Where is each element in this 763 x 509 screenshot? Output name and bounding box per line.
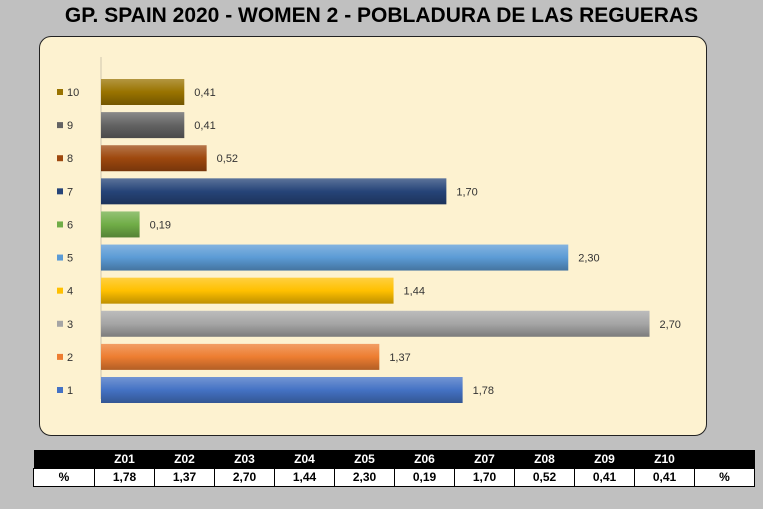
bar-4 xyxy=(101,277,394,304)
bar-6 xyxy=(101,211,140,238)
bar-1 xyxy=(101,377,463,403)
legend-label-9: 9 xyxy=(67,120,73,132)
table-header-cell: Z01 xyxy=(94,450,155,468)
table-cell: 1,78 xyxy=(94,467,155,487)
table-header-cell: Z09 xyxy=(574,450,635,468)
data-label-6: 0,19 xyxy=(150,219,171,231)
legend-label-5: 5 xyxy=(67,253,73,265)
legend-label-8: 8 xyxy=(67,153,73,165)
legend-marker-10 xyxy=(57,89,63,95)
data-label-3: 2,70 xyxy=(660,319,681,331)
legend-label-7: 7 xyxy=(67,186,73,198)
data-label-5: 2,30 xyxy=(578,253,599,265)
legend-marker-6 xyxy=(57,221,63,228)
table-header-cell xyxy=(694,450,755,468)
table-header-cell: Z07 xyxy=(454,450,515,468)
bar-10 xyxy=(101,79,185,105)
legend-label-3: 3 xyxy=(67,319,73,331)
legend-label-1: 1 xyxy=(67,385,73,397)
table-header-cell: Z02 xyxy=(154,450,215,468)
chart-title: GP. SPAIN 2020 - WOMEN 2 - POBLADURA DE … xyxy=(64,4,699,27)
legend-label-4: 4 xyxy=(67,286,73,298)
table-header-cell: Z05 xyxy=(334,450,395,468)
table-header-cell: Z08 xyxy=(514,450,575,468)
table-header-cell: Z06 xyxy=(394,450,455,468)
table-header-row: Z01 Z02 Z03 Z04 Z05 Z06 Z07 Z08 Z09 Z10 xyxy=(33,450,755,468)
table-cell: 1,70 xyxy=(454,467,515,487)
table-header-cell xyxy=(33,450,95,468)
chart-panel: 1 1,78 2 1,37 3 2,70 4 1,44 5 2,30 6 0,19 7 1,70 8 0,52… xyxy=(39,36,707,436)
table-cell: 0,52 xyxy=(514,467,575,487)
bar-7 xyxy=(101,178,447,205)
table-cell: 2,30 xyxy=(334,467,395,487)
data-label-7: 1,70 xyxy=(456,186,477,198)
bar-5 xyxy=(101,244,569,271)
table-cell: % xyxy=(33,467,95,487)
legend-marker-4 xyxy=(57,287,63,294)
data-label-4: 1,44 xyxy=(404,286,425,298)
table-header-cell: Z10 xyxy=(634,450,695,468)
table-cell: 0,41 xyxy=(634,467,695,487)
data-label-8: 0,52 xyxy=(217,153,238,165)
legend-label-10: 10 xyxy=(67,87,79,99)
legend-marker-1 xyxy=(57,387,63,393)
legend-marker-2 xyxy=(57,353,63,360)
legend-marker-8 xyxy=(57,155,63,162)
bar-8 xyxy=(101,145,207,172)
legend-marker-7 xyxy=(57,188,63,195)
data-label-9: 0,41 xyxy=(194,120,215,132)
legend-marker-5 xyxy=(57,254,63,261)
legend-label-6: 6 xyxy=(67,219,73,231)
bar-9 xyxy=(101,112,185,139)
bar-2 xyxy=(101,343,380,370)
table-cell: 1,44 xyxy=(274,467,335,487)
table-cell: 2,70 xyxy=(214,467,275,487)
table-cell: 0,41 xyxy=(574,467,635,487)
legend-marker-3 xyxy=(57,320,63,327)
table-cell: 1,37 xyxy=(154,467,215,487)
data-label-2: 1,37 xyxy=(389,352,410,364)
table-header-cell: Z04 xyxy=(274,450,335,468)
legend-label-2: 2 xyxy=(67,352,73,364)
data-table: Z01 Z02 Z03 Z04 Z05 Z06 Z07 Z08 Z09 Z10 % 1,78 1,37… xyxy=(33,450,755,487)
table-cell: 0,19 xyxy=(394,467,455,487)
table-row: % 1,78 1,37 2,70 1,44 2,30 0,19 1,70 0,52 0,41 0,4… xyxy=(33,467,755,487)
table-header-cell: Z03 xyxy=(214,450,275,468)
bar-chart: 1 1,78 2 1,37 3 2,70 4 1,44 5 2,30 6 0,19 7 1,70 8 0,52… xyxy=(57,57,681,403)
data-label-1: 1,78 xyxy=(473,385,494,397)
bar-3 xyxy=(101,310,650,337)
legend-marker-9 xyxy=(57,122,63,129)
table-cell: % xyxy=(694,467,755,487)
data-label-10: 0,41 xyxy=(194,87,215,99)
